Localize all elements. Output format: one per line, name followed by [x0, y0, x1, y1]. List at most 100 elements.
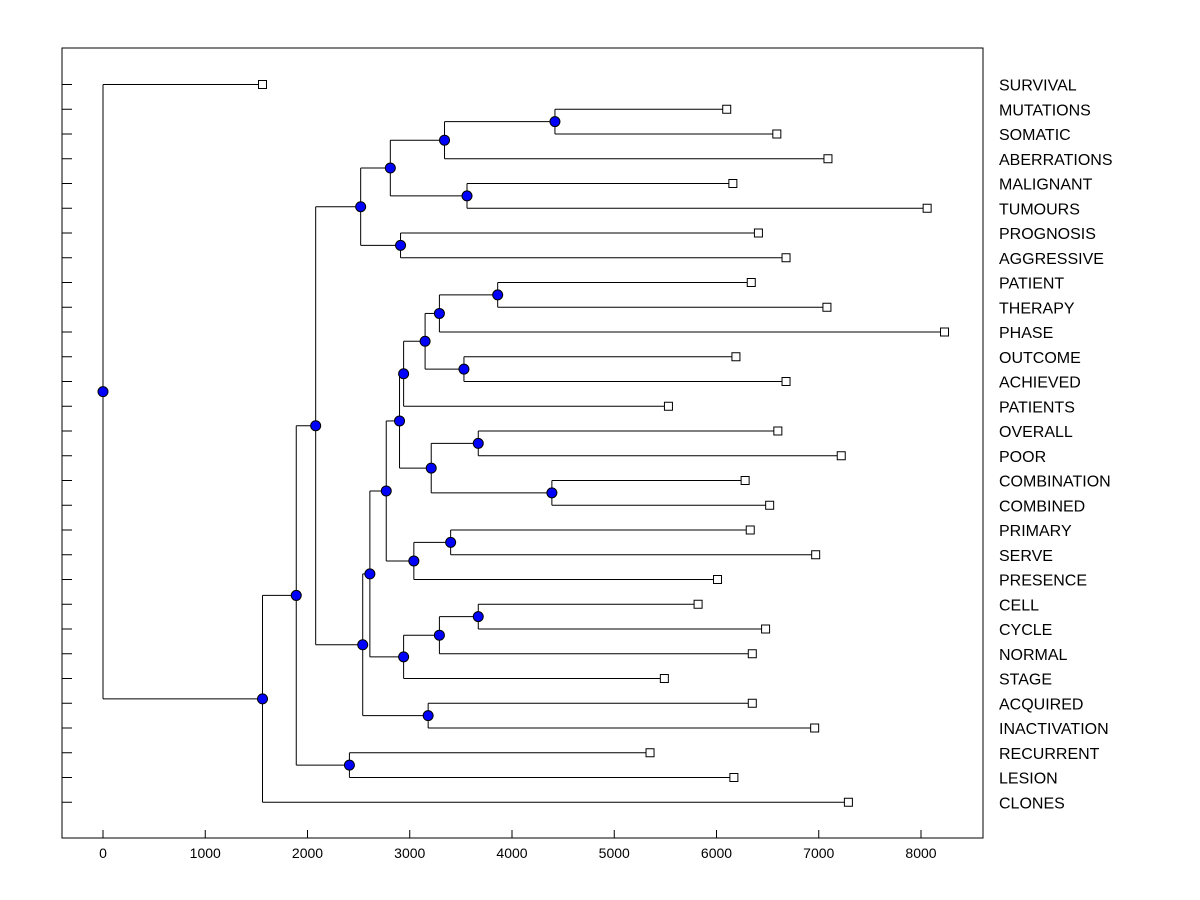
leaf-marker-achieved	[781, 377, 791, 386]
leaf-marker-prognosis	[753, 228, 763, 238]
leaf-label-combination: COMBINATION	[999, 474, 1111, 491]
leaf-marker-primary	[745, 525, 755, 535]
leaf-label-lesion: LESION	[999, 771, 1058, 788]
leaf-label-stage: STAGE	[999, 672, 1052, 689]
merge-node-24	[357, 639, 369, 651]
x-tick-label-8000: 8000	[905, 845, 936, 861]
x-tick-label-6000: 6000	[701, 845, 732, 861]
leaf-marker-overall	[773, 426, 783, 436]
leaf-marker-aggressive	[781, 253, 791, 263]
merge-node-1	[549, 116, 561, 128]
dendrogram-links	[102, 84, 945, 803]
x-tick-label-3000: 3000	[394, 845, 425, 861]
leaf-label-overall: OVERALL	[999, 424, 1073, 441]
merge-node-18	[380, 485, 392, 497]
leaf-marker-combined	[765, 500, 775, 510]
leaf-marker-phase	[940, 327, 950, 337]
merge-node-4	[384, 162, 396, 174]
x-tick-label-1000: 1000	[190, 845, 221, 861]
merge-node-26	[343, 759, 355, 771]
leaf-marker-patients	[663, 401, 673, 411]
merge-node-23	[422, 710, 434, 722]
merge-node-9	[458, 363, 470, 375]
merge-node-3	[461, 190, 473, 202]
leaf-marker-serve	[811, 550, 821, 560]
merge-node-8	[433, 307, 445, 319]
x-tick-label-0: 0	[99, 845, 107, 861]
leaf-marker-aberrations	[823, 154, 833, 164]
leaf-marker-inactivation	[810, 723, 820, 733]
merge-node-16	[445, 536, 457, 548]
leaf-marker-lesion	[729, 773, 739, 782]
leaf-label-somatic: SOMATIC	[999, 127, 1071, 144]
leaf-label-clones: CLONES	[999, 795, 1065, 812]
leaf-label-recurrent: RECURRENT	[999, 746, 1100, 763]
merge-node-21	[398, 651, 410, 663]
leaf-markers	[258, 80, 950, 807]
merge-node-25	[310, 420, 322, 432]
merge-node-15	[394, 415, 406, 427]
leaf-marker-survival	[258, 80, 268, 89]
x-tick-label-5000: 5000	[599, 845, 630, 861]
merge-node-6	[355, 201, 367, 213]
leaf-label-outcome: OUTCOME	[999, 350, 1081, 367]
leaf-label-cycle: CYCLE	[999, 622, 1052, 639]
leaf-marker-acquired	[747, 698, 757, 708]
leaf-marker-mutations	[722, 104, 732, 114]
merge-node-11	[398, 368, 410, 380]
leaf-marker-therapy	[822, 302, 832, 312]
x-axis: 0 1000 2000 3000 4000 5000 6000 7000 8000	[99, 830, 937, 861]
merge-node-29	[97, 386, 109, 398]
merge-node-12	[472, 437, 484, 449]
leaf-label-acquired: ACQUIRED	[999, 696, 1083, 713]
merge-node-13	[546, 487, 558, 499]
merge-node-5	[395, 239, 407, 251]
y-axis-ticks	[62, 84, 72, 803]
leaf-marker-patient	[746, 278, 756, 287]
leaf-label-prognosis: PROGNOSIS	[999, 226, 1096, 243]
leaf-marker-stage	[659, 674, 669, 683]
leaf-label-poor: POOR	[999, 449, 1046, 466]
merge-node-20	[433, 629, 445, 641]
leaf-marker-normal	[747, 649, 757, 659]
leaf-label-primary: PRIMARY	[999, 523, 1072, 540]
leaf-marker-outcome	[731, 352, 741, 362]
x-tick-label-7000: 7000	[803, 845, 834, 861]
leaf-label-combined: COMBINED	[999, 498, 1085, 515]
x-tick-label-4000: 4000	[496, 845, 527, 861]
leaf-label-aggressive: AGGRESSIVE	[999, 251, 1104, 268]
leaf-marker-poor	[836, 451, 846, 461]
merge-node-2	[439, 134, 451, 146]
leaf-label-phase: PHASE	[999, 325, 1053, 342]
leaf-marker-tumours	[922, 203, 932, 213]
leaf-label-tumours: TUMOURS	[999, 201, 1080, 218]
leaf-label-achieved: ACHIEVED	[999, 375, 1081, 392]
plot-frame	[61, 47, 984, 839]
leaf-label-mutations: MUTATIONS	[999, 102, 1091, 119]
merge-node-markers	[97, 116, 561, 771]
leaf-marker-malignant	[728, 179, 738, 188]
leaf-marker-cycle	[761, 624, 771, 634]
leaf-marker-somatic	[772, 129, 782, 139]
leaf-label-survival: SURVIVAL	[999, 78, 1077, 95]
leaf-label-normal: NORMAL	[999, 647, 1068, 664]
merge-node-7	[492, 289, 504, 301]
x-tick-label-2000: 2000	[292, 845, 323, 861]
merge-node-28	[257, 693, 269, 705]
leaf-marker-recurrent	[645, 748, 655, 758]
leaf-label-cell: CELL	[999, 597, 1039, 614]
merge-node-19	[472, 611, 484, 623]
leaf-label-inactivation: INACTIVATION	[999, 721, 1109, 738]
leaf-marker-combination	[740, 476, 750, 485]
leaf-label-patient: PATIENT	[999, 276, 1064, 293]
leaf-labels: SURVIVAL MUTATIONS SOMATIC ABERRATIONS MALIG…	[999, 78, 1113, 813]
leaf-label-aberrations: ABERRATIONS	[999, 152, 1113, 169]
merge-node-27	[290, 589, 302, 601]
leaf-label-patients: PATIENTS	[999, 399, 1075, 416]
leaf-label-serve: SERVE	[999, 548, 1053, 565]
merge-node-22	[364, 568, 376, 580]
merge-node-17	[408, 555, 420, 567]
leaf-label-presence: PRESENCE	[999, 573, 1087, 590]
leaf-label-malignant: MALIGNANT	[999, 177, 1093, 194]
